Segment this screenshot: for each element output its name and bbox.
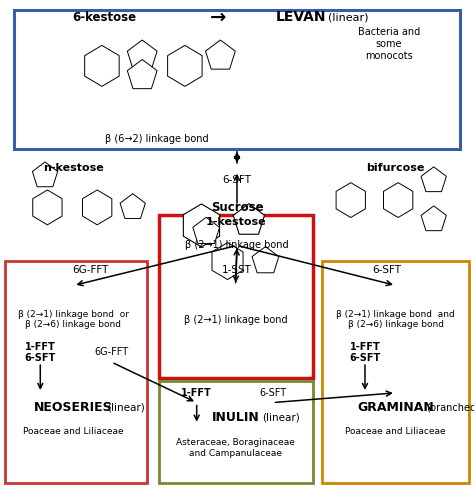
Text: 6-SFT: 6-SFT: [222, 175, 252, 184]
Polygon shape: [252, 246, 279, 273]
Polygon shape: [168, 45, 202, 86]
Text: β (2→1) linkage bond  or
β (2→6) linkage bond: β (2→1) linkage bond or β (2→6) linkage …: [18, 310, 129, 329]
Text: (linear): (linear): [262, 412, 300, 422]
Bar: [159, 215, 313, 378]
Bar: [14, 10, 460, 149]
Text: 6-SFT: 6-SFT: [372, 265, 401, 275]
Text: LEVAN: LEVAN: [276, 10, 326, 24]
Polygon shape: [128, 60, 157, 89]
Text: INULIN: INULIN: [212, 411, 259, 424]
Text: →: →: [210, 8, 226, 26]
Text: (linear): (linear): [107, 403, 145, 412]
Text: Bacteria and
some
monocots: Bacteria and some monocots: [357, 27, 420, 61]
Polygon shape: [233, 203, 264, 234]
Text: 1-kestose: 1-kestose: [205, 217, 266, 227]
Text: 6-SFT: 6-SFT: [259, 388, 286, 398]
Bar: [159, 381, 313, 483]
Text: bifurcose: bifurcose: [366, 163, 425, 173]
Text: β (2→1) linkage bond: β (2→1) linkage bond: [184, 315, 287, 325]
Text: β (6→2) linkage bond: β (6→2) linkage bond: [105, 134, 208, 144]
Text: Poaceae and Liliaceae: Poaceae and Liliaceae: [23, 427, 124, 436]
Polygon shape: [212, 243, 243, 280]
Polygon shape: [193, 217, 219, 244]
Polygon shape: [206, 40, 235, 69]
Text: 1-FFT
6-SFT: 1-FFT 6-SFT: [349, 342, 381, 363]
Polygon shape: [421, 167, 447, 192]
Polygon shape: [383, 183, 413, 218]
Text: (branched): (branched): [426, 403, 474, 412]
Text: 6G-FFT: 6G-FFT: [94, 347, 128, 357]
Polygon shape: [85, 45, 119, 86]
Polygon shape: [183, 204, 219, 247]
Polygon shape: [421, 206, 447, 231]
Polygon shape: [120, 194, 146, 219]
Text: GRAMINAN: GRAMINAN: [357, 401, 434, 414]
Polygon shape: [128, 40, 157, 69]
Text: Asteraceae, Boraginaceae
and Campanulaceae: Asteraceae, Boraginaceae and Campanulace…: [176, 438, 295, 458]
Text: 6-kestose: 6-kestose: [72, 11, 137, 23]
Polygon shape: [32, 162, 58, 187]
Text: Sucrose: Sucrose: [210, 201, 264, 214]
Text: β (2→1) linkage bond: β (2→1) linkage bond: [185, 240, 289, 250]
Bar: [5, 261, 147, 483]
Text: β (2→1) linkage bond  and
β (2→6) linkage bond: β (2→1) linkage bond and β (2→6) linkage…: [337, 310, 455, 329]
Polygon shape: [336, 183, 365, 218]
Text: (linear): (linear): [328, 12, 369, 22]
Text: n-kestose: n-kestose: [43, 163, 104, 173]
Text: 1-FFT
6-SFT: 1-FFT 6-SFT: [25, 342, 56, 363]
Text: NEOSERIES: NEOSERIES: [34, 401, 113, 414]
Polygon shape: [82, 190, 112, 225]
Bar: [322, 261, 469, 483]
Text: 1-SST: 1-SST: [222, 265, 252, 275]
Text: 6G-FFT: 6G-FFT: [72, 265, 108, 275]
Text: Poaceae and Liliaceae: Poaceae and Liliaceae: [346, 427, 446, 436]
Polygon shape: [33, 190, 62, 225]
Text: 1-FFT: 1-FFT: [182, 388, 212, 398]
